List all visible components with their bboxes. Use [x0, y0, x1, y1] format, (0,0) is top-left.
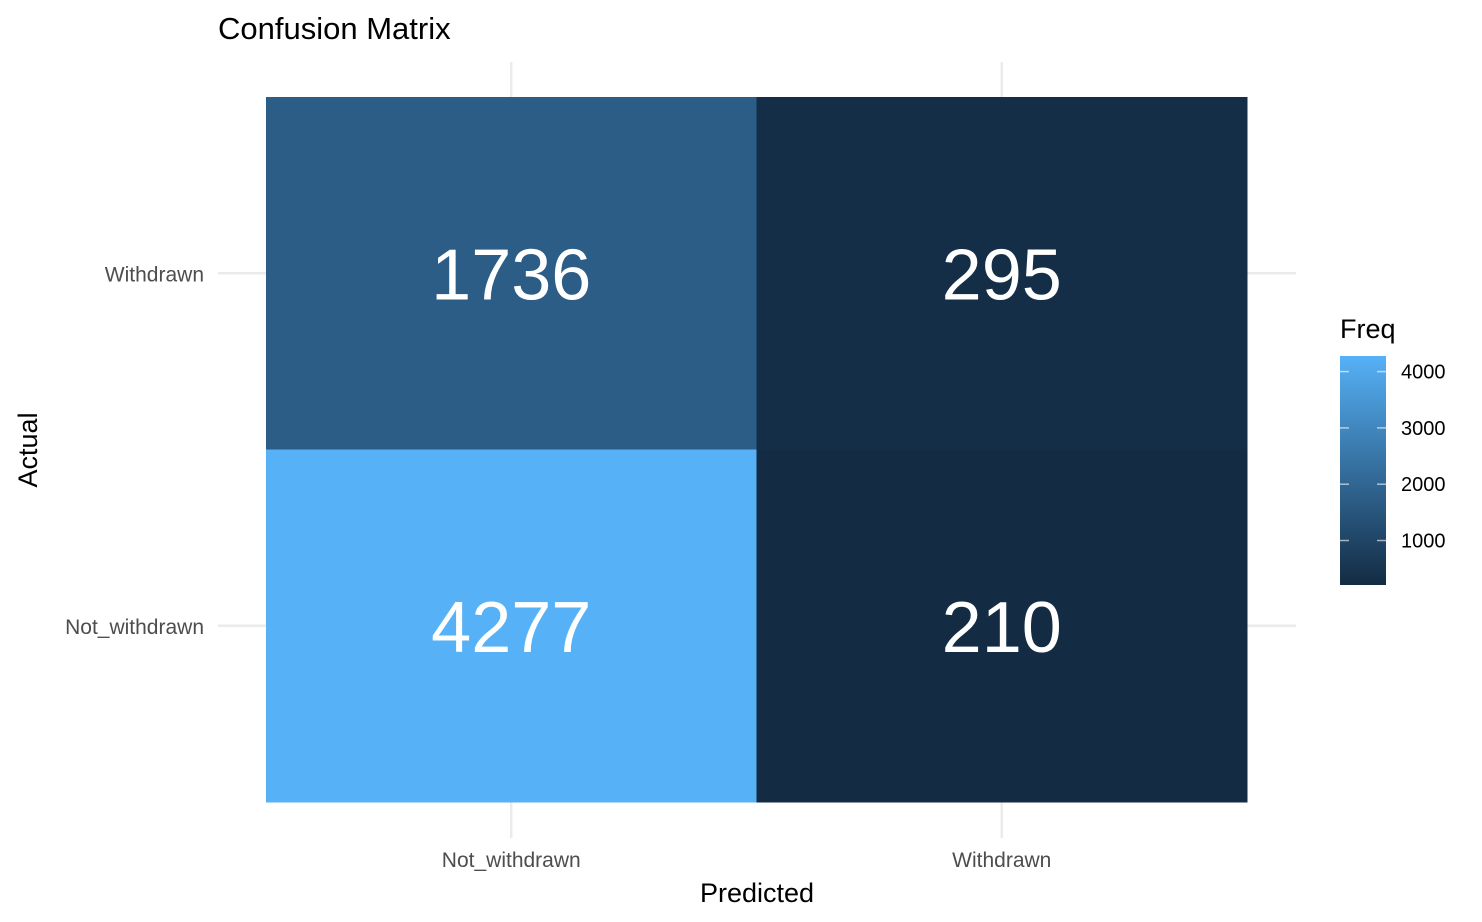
heatmap-cell	[756, 97, 1248, 450]
y-axis-ticks: Not_withdrawn Withdrawn	[65, 263, 204, 639]
y-tick-label: Not_withdrawn	[65, 616, 204, 639]
y-tick-label: Withdrawn	[105, 263, 204, 286]
x-tick-label: Not_withdrawn	[442, 849, 581, 872]
heatmap-cell	[756, 449, 1248, 803]
legend-title: Freq	[1340, 314, 1396, 344]
cell-value-label: 4277	[431, 588, 591, 668]
x-axis-ticks: Not_withdrawn Withdrawn	[442, 849, 1052, 872]
x-axis-title: Predicted	[700, 878, 814, 908]
legend-ticks: 1000 2000 3000 4000	[1340, 362, 1446, 553]
cell-value-label: 210	[942, 588, 1062, 668]
chart-title: Confusion Matrix	[218, 11, 451, 46]
y-axis-title: Actual	[13, 412, 43, 487]
legend-tick-label: 2000	[1401, 474, 1446, 496]
color-legend: Freq 1000 2000 3000 4000	[1340, 314, 1446, 585]
legend-colorbar	[1340, 356, 1386, 585]
legend-tick-label: 3000	[1401, 418, 1446, 440]
cell-value-label: 295	[942, 235, 1062, 315]
legend-tick-label: 4000	[1401, 362, 1446, 384]
heatmap-cells: 1736 295 4277 210	[266, 97, 1248, 803]
cell-value-label: 1736	[431, 235, 591, 315]
x-tick-label: Withdrawn	[952, 849, 1051, 872]
legend-tick-label: 1000	[1401, 531, 1446, 553]
heatmap-cell	[266, 97, 757, 450]
heatmap-cell	[266, 449, 757, 803]
